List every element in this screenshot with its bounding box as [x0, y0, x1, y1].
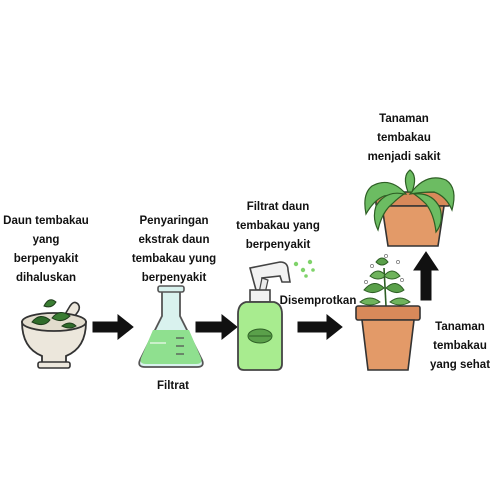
step-filter-label: Penyaringan ekstrak daun tembakau yung b…: [131, 215, 217, 284]
filtrat-label: Filtrat: [157, 380, 189, 392]
disemprotkan-label: Disemprotkan: [279, 295, 357, 307]
arrow-healthy-to-sick: [413, 251, 439, 301]
mortar-pestle-icon: [21, 299, 87, 369]
step-grind-label: Daun tembakau yang berpenyakit dihaluska…: [3, 215, 89, 284]
step-healthy-label: Tanaman tembakau yang sehat: [429, 321, 491, 371]
erlenmeyer-flask-icon: [138, 285, 204, 368]
arrow-spray-to-plant: [297, 313, 343, 341]
wilted-plant-pot-icon: [364, 169, 455, 247]
step-sick-label: Tanaman tembakau menjadi sakit: [367, 113, 441, 163]
spray-bottle-icon: [237, 259, 315, 371]
arrow-grind-to-filter: [92, 313, 134, 341]
healthy-plant-pot-icon: [355, 254, 421, 371]
step-filtrate-label: Filtrat daun tembakau yang berpenyakit: [236, 201, 320, 251]
arrow-filter-to-spray: [195, 313, 238, 341]
